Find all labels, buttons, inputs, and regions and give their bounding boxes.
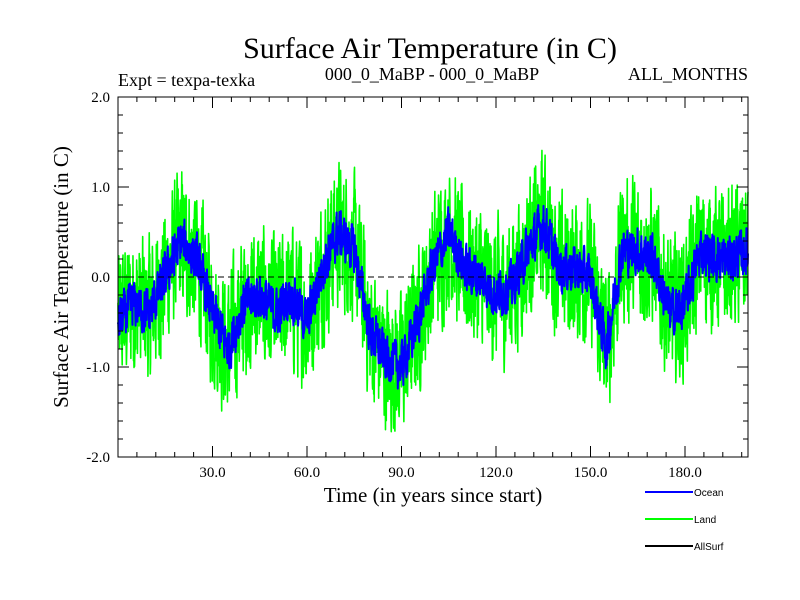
x-tick-label: 120.0 [479,465,513,481]
months-label: ALL_MONTHS [628,64,748,84]
x-tick-label: 60.0 [294,465,320,481]
x-tick-label: 30.0 [199,465,225,481]
x-tick-label: 180.0 [668,465,702,481]
chart-title: Surface Air Temperature (in C) [243,32,617,65]
x-tick-label: 150.0 [574,465,608,481]
y-tick-label: 1.0 [91,180,110,196]
series-line-ocean [117,204,749,390]
legend: Ocean Land AllSurf [645,488,724,553]
x-tick-label: 90.0 [388,465,414,481]
y-axis-title: Surface Air Temperature (in C) [49,146,73,408]
experiment-label: Expt = texpa-texka [118,70,255,90]
x-axis-title: Time (in years since start) [324,483,543,507]
legend-label-land: Land [694,515,716,526]
legend-label-allsurf: AllSurf [694,542,724,553]
period-label: 000_0_MaBP - 000_0_MaBP [325,64,539,84]
series-line-land [117,149,749,433]
y-tick-label: 2.0 [91,90,110,106]
y-tick-label: -1.0 [86,360,110,376]
legend-label-ocean: Ocean [694,488,723,499]
y-tick-label: -2.0 [86,450,110,466]
y-tick-label: 0.0 [91,270,110,286]
